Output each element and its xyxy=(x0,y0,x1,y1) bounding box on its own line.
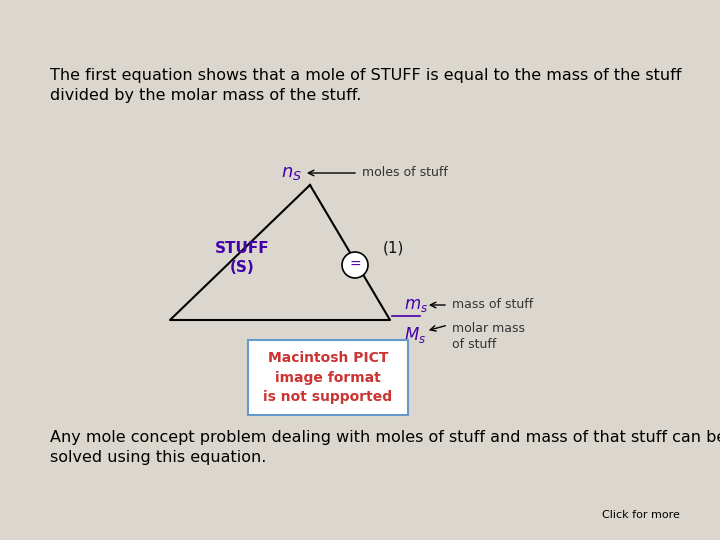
Text: =: = xyxy=(349,258,361,272)
Circle shape xyxy=(342,252,368,278)
Text: moles of stuff: moles of stuff xyxy=(362,166,448,179)
Text: Any mole concept problem dealing with moles of stuff and mass of that stuff can : Any mole concept problem dealing with mo… xyxy=(50,430,720,445)
Text: STUFF
(S): STUFF (S) xyxy=(215,241,269,275)
Text: solved using this equation.: solved using this equation. xyxy=(50,450,266,465)
Text: is not supported: is not supported xyxy=(264,390,392,404)
Text: $n_S$: $n_S$ xyxy=(281,164,302,182)
Text: divided by the molar mass of the stuff.: divided by the molar mass of the stuff. xyxy=(50,88,361,103)
Text: molar mass
of stuff: molar mass of stuff xyxy=(452,322,525,351)
Text: image format: image format xyxy=(275,371,381,385)
Bar xyxy=(248,340,408,415)
Text: (1): (1) xyxy=(383,240,405,255)
Text: mass of stuff: mass of stuff xyxy=(452,299,534,312)
Text: The first equation shows that a mole of STUFF is equal to the mass of the stuff: The first equation shows that a mole of … xyxy=(50,68,681,83)
Text: $m_s$: $m_s$ xyxy=(404,296,428,314)
Text: $M_s$: $M_s$ xyxy=(404,325,426,345)
Text: Macintosh PICT: Macintosh PICT xyxy=(268,351,388,365)
Text: Click for more: Click for more xyxy=(602,510,680,520)
